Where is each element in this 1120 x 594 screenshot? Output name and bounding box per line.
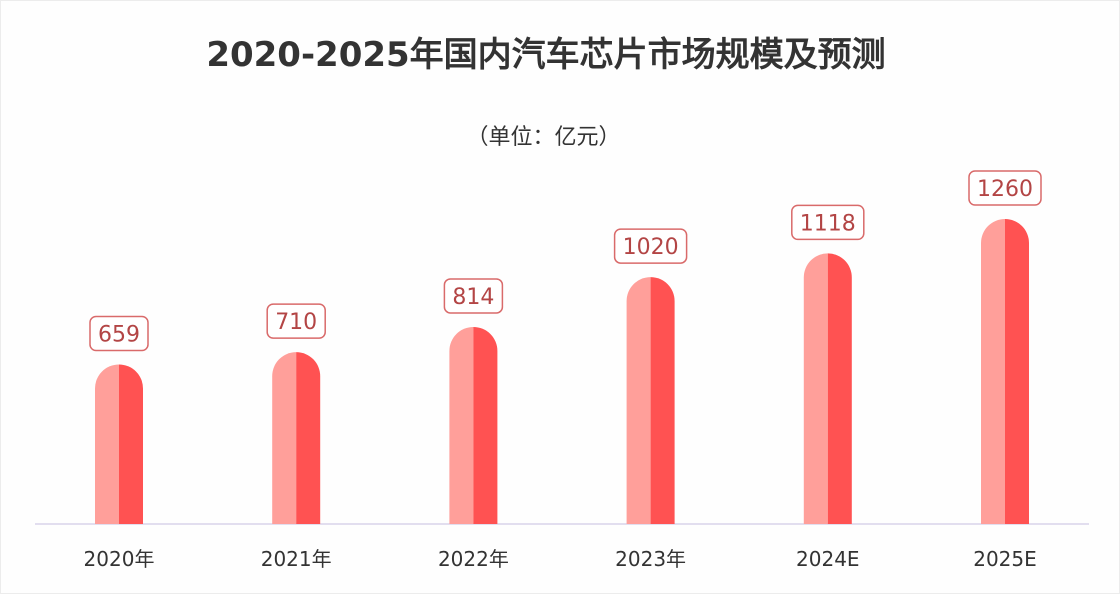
bar-1	[95, 364, 143, 524]
x-tick-label-2: 2021年	[261, 547, 332, 571]
bar-4-dark-half	[650, 277, 675, 524]
data-label-box-5	[791, 204, 865, 241]
data-label-box-3	[443, 278, 504, 314]
bar-6	[981, 219, 1029, 524]
bar-5	[803, 253, 852, 524]
data-label-box-6	[968, 170, 1042, 206]
bar-5-dark-half	[827, 253, 852, 524]
bar-4	[626, 277, 675, 524]
chart-subtitle: （单位：亿元）	[466, 125, 621, 150]
bar-3	[449, 326, 498, 524]
bar-5-light-half	[803, 253, 828, 524]
data-label-5: 1118	[800, 211, 856, 236]
bar-2	[272, 352, 321, 524]
bar-1-light-half	[95, 364, 119, 524]
bar-6-light-half	[981, 219, 1005, 524]
data-label-4: 1020	[623, 235, 679, 260]
bar-3-light-half	[449, 326, 474, 524]
x-tick-label-5: 2024E	[796, 547, 860, 571]
chart-title: 2020-2025年国内汽车芯片市场规模及预测	[206, 35, 886, 75]
bar-1-dark-half	[119, 364, 143, 524]
data-label-2: 710	[275, 310, 317, 335]
data-label-box-4	[613, 228, 688, 264]
bar-6-dark-half	[1005, 219, 1029, 524]
bar-3-dark-half	[473, 326, 498, 524]
data-label-1: 659	[98, 322, 140, 347]
x-tick-label-3: 2022年	[438, 547, 509, 571]
bar-2-light-half	[272, 352, 297, 524]
x-tick-label-6: 2025E	[973, 547, 1037, 571]
bar-4-light-half	[626, 277, 651, 524]
bar-2-dark-half	[296, 352, 321, 524]
x-tick-label-4: 2023年	[615, 547, 686, 571]
data-label-box-1	[89, 315, 149, 352]
data-label-3: 814	[452, 285, 494, 310]
x-tick-label-1: 2020年	[84, 547, 155, 571]
data-label-6: 1260	[977, 177, 1033, 202]
data-label-box-2	[266, 303, 326, 339]
